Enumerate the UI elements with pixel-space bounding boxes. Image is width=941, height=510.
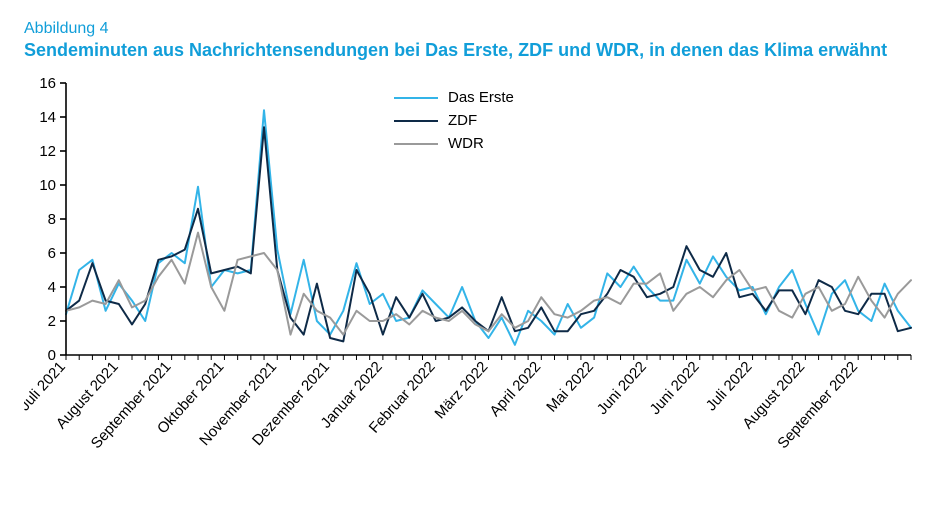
legend-item: Das Erste	[394, 89, 514, 106]
x-axis-label: April 2022	[486, 358, 544, 420]
x-axis-label: Juni 2022	[594, 358, 650, 418]
legend-label: ZDF	[448, 112, 477, 129]
svg-text:2: 2	[48, 313, 56, 330]
x-axis-label: März 2022	[431, 358, 491, 422]
series-zdf	[66, 127, 911, 341]
svg-text:8: 8	[48, 211, 56, 228]
legend: Das Erste ZDF WDR	[394, 89, 514, 158]
x-axis-label: Juni 2022	[647, 358, 703, 418]
legend-swatch	[394, 97, 438, 99]
legend-item: WDR	[394, 135, 514, 152]
legend-label: Das Erste	[448, 89, 514, 106]
svg-text:4: 4	[48, 279, 56, 296]
svg-text:14: 14	[39, 109, 56, 126]
legend-item: ZDF	[394, 112, 514, 129]
figure-label: Abbildung 4	[24, 20, 917, 38]
legend-swatch	[394, 143, 438, 145]
svg-text:12: 12	[39, 143, 56, 160]
chart-title: Sendeminuten aus Nachrichtensendungen be…	[24, 40, 917, 61]
svg-text:10: 10	[39, 177, 56, 194]
legend-label: WDR	[448, 135, 484, 152]
x-axis-label: Juli 2021	[24, 358, 69, 414]
legend-swatch	[394, 120, 438, 122]
series-wdr	[66, 233, 911, 335]
svg-text:6: 6	[48, 245, 56, 262]
svg-text:16: 16	[39, 75, 56, 92]
chart-container: 0246810121416Juli 2021August 2021Septemb…	[24, 75, 917, 475]
x-axis-label: Mai 2022	[543, 358, 597, 415]
x-axis-label: Juli 2022	[703, 358, 756, 414]
